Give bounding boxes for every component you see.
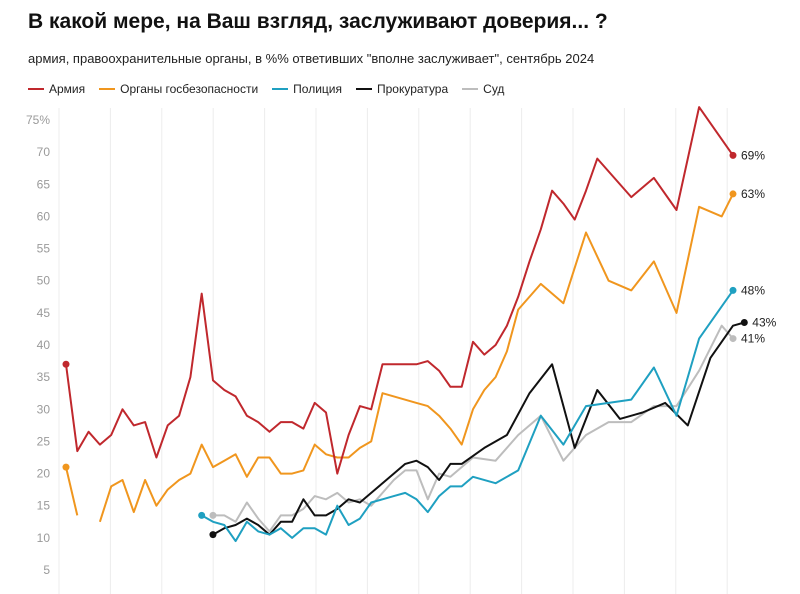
series-start-point bbox=[198, 511, 206, 519]
legend-swatch bbox=[356, 88, 372, 90]
y-tick-label: 20 bbox=[37, 467, 51, 481]
y-tick-label: 75% bbox=[26, 113, 50, 127]
y-axis: 5 10 15 20 25 30 35 40 45 50 55 60 65 70 75% bbox=[26, 113, 50, 577]
series-end-point bbox=[729, 335, 737, 343]
series-end-label: 48% bbox=[741, 283, 765, 297]
series-end-label: 43% bbox=[752, 316, 776, 330]
series-lines bbox=[62, 106, 748, 543]
legend-item: Органы госбезопасности bbox=[99, 82, 258, 96]
series-line bbox=[212, 321, 745, 536]
series-line bbox=[65, 106, 734, 475]
series-end-point bbox=[740, 319, 748, 326]
y-tick-label: 40 bbox=[37, 338, 51, 352]
y-tick-label: 35 bbox=[37, 370, 51, 384]
series-start-point bbox=[62, 463, 70, 471]
series-end-label: 63% bbox=[741, 187, 765, 201]
chart-subtitle: армия, правоохранительные органы, в %% о… bbox=[28, 51, 595, 66]
legend-item: Прокуратура bbox=[356, 82, 448, 96]
y-tick-label: 50 bbox=[37, 274, 51, 288]
series-end-label: 41% bbox=[741, 332, 765, 346]
y-tick-label: 60 bbox=[37, 209, 51, 223]
series-end-point bbox=[729, 151, 737, 159]
series-line bbox=[213, 324, 734, 533]
legend-label: Полиция bbox=[293, 82, 342, 96]
legend-swatch bbox=[272, 88, 289, 90]
series-end-point bbox=[729, 190, 737, 198]
y-tick-label: 45 bbox=[37, 306, 51, 320]
series-start-point bbox=[209, 531, 217, 539]
chart-title: В какой мере, на Ваш взгляд, заслуживают… bbox=[28, 10, 608, 33]
legend-label: Органы госбезопасности bbox=[120, 82, 259, 96]
legend-swatch bbox=[99, 88, 116, 90]
chart-legend: Армия Органы госбезопасности Полиция Прокур… bbox=[28, 80, 518, 98]
y-tick-label: 5 bbox=[43, 563, 50, 577]
grid-lines bbox=[58, 108, 728, 594]
y-tick-label: 15 bbox=[37, 499, 51, 513]
legend-item: Суд bbox=[462, 82, 504, 96]
legend-swatch bbox=[28, 88, 44, 90]
y-tick-label: 70 bbox=[37, 145, 51, 159]
legend-item: Полиция bbox=[272, 82, 342, 96]
y-tick-label: 10 bbox=[37, 531, 51, 545]
series-start-point bbox=[209, 511, 217, 519]
end-labels: 41% 43% 48% 63% 69% bbox=[741, 148, 777, 345]
series-start-point bbox=[62, 360, 70, 368]
legend-swatch bbox=[462, 88, 479, 90]
legend-item: Армия bbox=[28, 82, 85, 96]
series-end-point bbox=[729, 286, 737, 294]
y-tick-label: 65 bbox=[37, 177, 51, 191]
legend-label: Прокуратура bbox=[377, 82, 449, 96]
legend-label: Армия bbox=[49, 82, 86, 96]
y-tick-label: 25 bbox=[37, 434, 51, 448]
series-line bbox=[65, 466, 79, 516]
legend-label: Суд bbox=[483, 82, 505, 96]
series-line bbox=[98, 193, 734, 523]
series-line bbox=[201, 289, 734, 543]
series-end-label: 69% bbox=[741, 148, 765, 162]
y-tick-label: 55 bbox=[37, 242, 51, 256]
y-tick-label: 30 bbox=[37, 402, 51, 416]
